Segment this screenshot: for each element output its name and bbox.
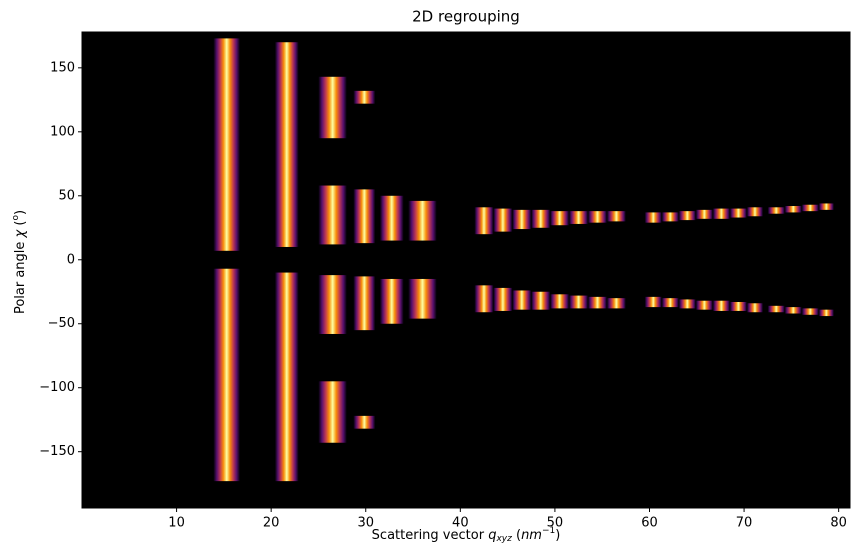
intensity-band	[784, 307, 802, 314]
intensity-band	[318, 275, 347, 334]
y-label-part: )	[13, 210, 28, 215]
intensity-band	[569, 295, 589, 309]
x-tick-label: 80	[830, 516, 847, 531]
intensity-band	[569, 211, 589, 224]
intensity-band	[746, 207, 763, 217]
x-tick-label: 30	[357, 516, 374, 531]
intensity-band	[353, 415, 376, 429]
intensity-band	[588, 296, 607, 309]
y-tick-label: 50	[58, 188, 75, 203]
y-tick-label: 0	[67, 252, 75, 267]
intensity-band	[746, 303, 763, 313]
intensity-band	[493, 208, 513, 232]
intensity-band	[408, 278, 437, 319]
intensity-band	[408, 200, 437, 241]
intensity-band	[493, 287, 513, 311]
intensity-band	[818, 203, 834, 210]
x-tick-label: 60	[641, 516, 658, 531]
intensity-band	[606, 298, 626, 309]
intensity-band	[644, 296, 662, 308]
intensity-band	[379, 195, 404, 241]
intensity-band	[818, 309, 834, 317]
intensity-band	[213, 38, 240, 251]
chart-title: 2D regrouping	[412, 8, 520, 26]
intensity-band	[353, 90, 376, 104]
intensity-band	[474, 285, 494, 313]
x-label-part: (	[512, 528, 521, 543]
intensity-band	[353, 189, 376, 244]
intensity-band	[729, 301, 747, 311]
intensity-band	[531, 209, 551, 228]
intensity-band	[712, 208, 730, 219]
y-label-part: (	[13, 221, 28, 230]
intensity-band	[550, 211, 570, 226]
intensity-band	[512, 290, 532, 310]
intensity-band	[661, 298, 679, 308]
intensity-band	[474, 207, 494, 235]
intensity-band	[274, 42, 299, 247]
intensity-band	[729, 208, 747, 218]
plot-background	[82, 32, 850, 508]
x-label-part: Scattering vector	[372, 528, 489, 543]
y-label-part: χ	[13, 228, 28, 238]
x-label-part: nm	[521, 528, 542, 543]
intensity-band	[353, 276, 376, 331]
intensity-band	[767, 305, 785, 313]
y-tick-label: 150	[50, 60, 75, 75]
intensity-band	[678, 299, 696, 309]
intensity-band	[801, 308, 819, 315]
intensity-band	[274, 272, 299, 482]
x-label-part: q	[488, 528, 496, 543]
x-tick-label: 40	[452, 516, 469, 531]
intensity-band	[678, 211, 696, 221]
intensity-band	[213, 268, 240, 482]
intensity-band	[550, 294, 570, 309]
x-label-part: −1	[542, 526, 555, 536]
x-tick-label: 10	[168, 516, 185, 531]
x-tick-label: 70	[736, 516, 753, 531]
intensity-band	[695, 209, 713, 219]
x-axis-label: Scattering vector qxyz (nm−1)	[372, 526, 561, 544]
intensity-band	[767, 207, 785, 214]
y-label-part: o	[11, 215, 21, 221]
plot-frame	[81, 31, 851, 509]
intensity-band	[695, 300, 713, 310]
intensity-band	[512, 209, 532, 230]
intensity-band	[318, 381, 347, 443]
x-label-part: )	[555, 528, 560, 543]
intensity-band	[644, 212, 662, 223]
intensity-band	[531, 291, 551, 310]
y-axis-label: Polar angle χ (o)	[11, 210, 28, 314]
intensity-band	[661, 212, 679, 222]
x-tick-label: 20	[263, 516, 280, 531]
intensity-band	[801, 204, 819, 212]
intensity-band	[784, 206, 802, 213]
y-tick-label: −100	[39, 380, 75, 395]
y-label-part: Polar angle	[13, 237, 28, 314]
intensity-band	[712, 300, 730, 311]
y-tick-label: −150	[39, 444, 75, 459]
intensity-band	[318, 76, 347, 139]
intensity-band	[379, 278, 404, 324]
y-tick-label: 100	[50, 124, 75, 139]
x-label-part: xyz	[495, 534, 512, 544]
y-tick-label: −50	[48, 316, 75, 331]
intensity-band	[588, 211, 607, 223]
intensity-band	[606, 211, 626, 222]
x-tick-label: 50	[547, 516, 564, 531]
intensity-band	[318, 185, 347, 245]
